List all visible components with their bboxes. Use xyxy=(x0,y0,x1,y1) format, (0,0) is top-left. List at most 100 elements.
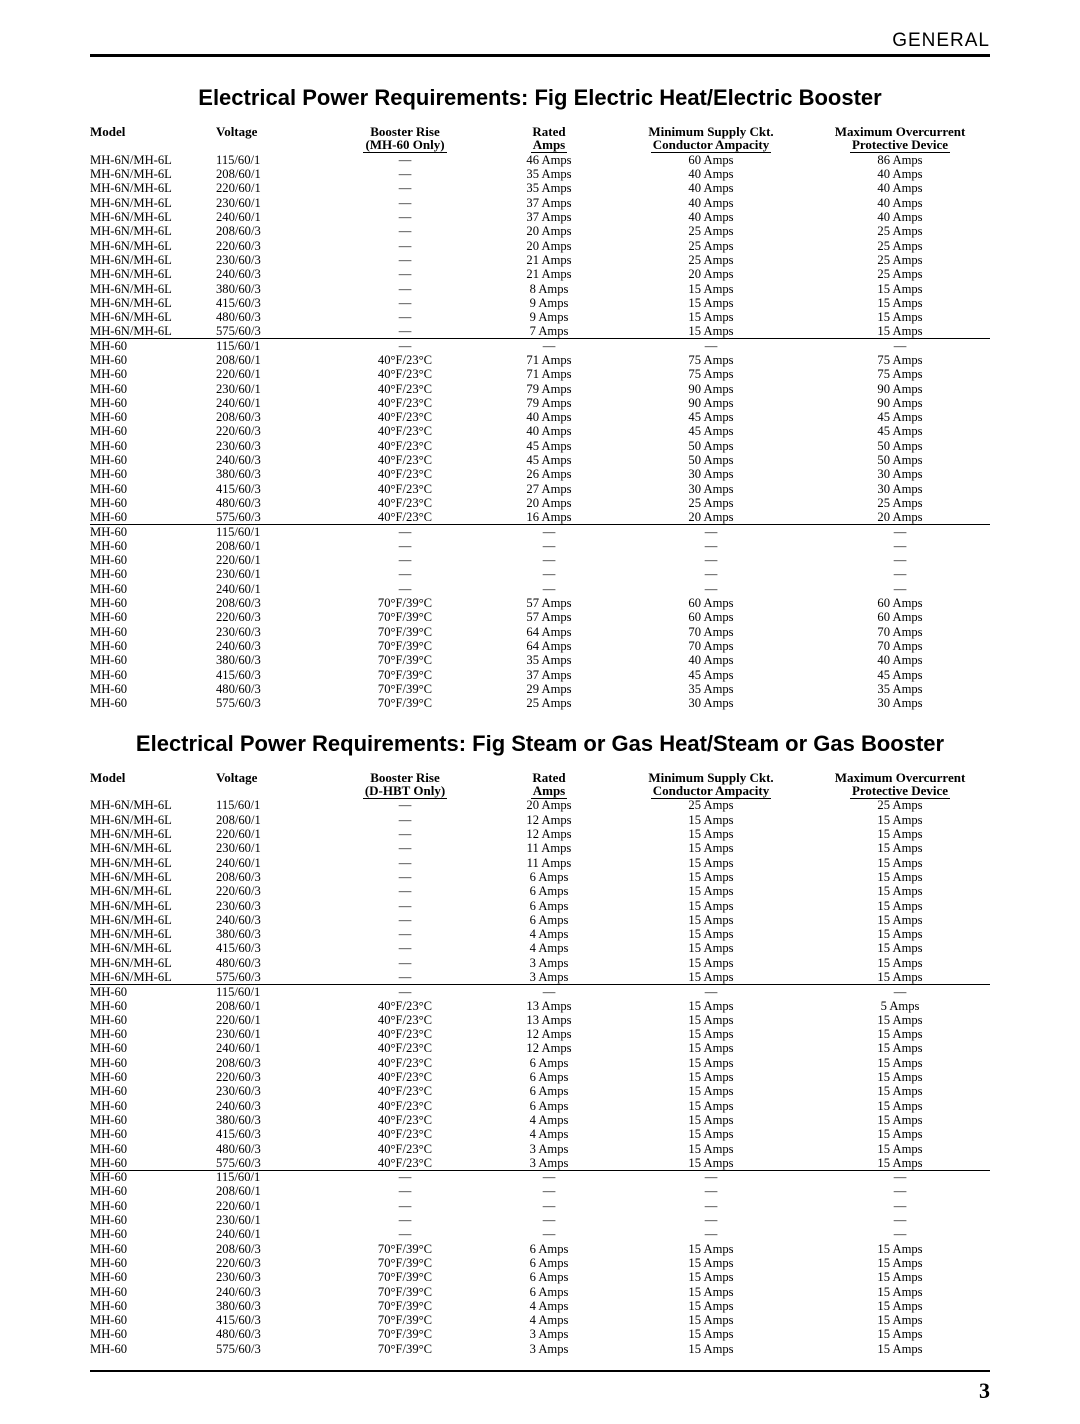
table-row: MH-6N/MH-6L240/60/3—6 Amps15 Amps15 Amps xyxy=(90,913,990,927)
table-row: MH-60415/60/370°F/39°C4 Amps15 Amps15 Am… xyxy=(90,1313,990,1327)
page-number: 3 xyxy=(979,1378,990,1403)
table-row: MH-6N/MH-6L208/60/1—35 Amps40 Amps40 Amp… xyxy=(90,167,990,181)
table-row: MH-6N/MH-6L380/60/3—4 Amps15 Amps15 Amps xyxy=(90,927,990,941)
table-row: MH-6N/MH-6L240/60/1—11 Amps15 Amps15 Amp… xyxy=(90,856,990,870)
table-row: MH-60380/60/370°F/39°C4 Amps15 Amps15 Am… xyxy=(90,1299,990,1313)
table-row: MH-60240/60/340°F/23°C45 Amps50 Amps50 A… xyxy=(90,453,990,467)
table-row: MH-6N/MH-6L240/60/1—37 Amps40 Amps40 Amp… xyxy=(90,210,990,224)
table-row: MH-60230/60/140°F/23°C79 Amps90 Amps90 A… xyxy=(90,382,990,396)
table-row: MH-60208/60/140°F/23°C71 Amps75 Amps75 A… xyxy=(90,353,990,367)
header-section-label: GENERAL xyxy=(892,30,990,51)
table-row: MH-60220/60/1———— xyxy=(90,1199,990,1213)
table-row: MH-6N/MH-6L575/60/3—3 Amps15 Amps15 Amps xyxy=(90,970,990,984)
table-row: MH-60230/60/1———— xyxy=(90,1213,990,1227)
table2: Model Voltage Booster Rise Rated Minimum… xyxy=(90,771,990,1357)
table-row: MH-60575/60/370°F/39°C25 Amps30 Amps30 A… xyxy=(90,696,990,710)
table-row: MH-60208/60/340°F/23°C40 Amps45 Amps45 A… xyxy=(90,410,990,424)
table-row: MH-6N/MH-6L220/60/3—6 Amps15 Amps15 Amps xyxy=(90,884,990,898)
table-row: MH-60380/60/370°F/39°C35 Amps40 Amps40 A… xyxy=(90,653,990,667)
table-row: MH-60208/60/140°F/23°C13 Amps15 Amps5 Am… xyxy=(90,999,990,1013)
table-row: MH-60230/60/370°F/39°C6 Amps15 Amps15 Am… xyxy=(90,1270,990,1284)
th-booster-sub: (D-HBT Only) xyxy=(324,784,486,799)
th-voltage: Voltage xyxy=(216,125,324,138)
table-row: MH-60380/60/340°F/23°C4 Amps15 Amps15 Am… xyxy=(90,1113,990,1127)
table-row: MH-60480/60/370°F/39°C3 Amps15 Amps15 Am… xyxy=(90,1328,990,1342)
table-row: MH-60240/60/370°F/39°C64 Amps70 Amps70 A… xyxy=(90,639,990,653)
table-row: MH-60240/60/1———— xyxy=(90,582,990,596)
table-row: MH-60208/60/370°F/39°C6 Amps15 Amps15 Am… xyxy=(90,1242,990,1256)
table-row: MH-6N/MH-6L115/60/1—46 Amps60 Amps86 Amp… xyxy=(90,153,990,167)
table-row: MH-60208/60/1———— xyxy=(90,539,990,553)
table-row: MH-60220/60/370°F/39°C57 Amps60 Amps60 A… xyxy=(90,611,990,625)
th-min-sub: Conductor Ampacity xyxy=(612,138,810,153)
table-row: MH-60575/60/370°F/39°C3 Amps15 Amps15 Am… xyxy=(90,1342,990,1356)
table-row: MH-6N/MH-6L208/60/1—12 Amps15 Amps15 Amp… xyxy=(90,813,990,827)
table-row: MH-6N/MH-6L208/60/3—6 Amps15 Amps15 Amps xyxy=(90,870,990,884)
table-row: MH-60230/60/1———— xyxy=(90,568,990,582)
table-row: MH-60115/60/1———— xyxy=(90,1170,990,1184)
table-row: MH-6N/MH-6L380/60/3—8 Amps15 Amps15 Amps xyxy=(90,282,990,296)
table-row: MH-6N/MH-6L230/60/1—37 Amps40 Amps40 Amp… xyxy=(90,196,990,210)
table-row: MH-60240/60/1———— xyxy=(90,1227,990,1241)
th-max-sub: Protective Device xyxy=(810,784,990,799)
table-row: MH-60220/60/140°F/23°C71 Amps75 Amps75 A… xyxy=(90,367,990,381)
table-row: MH-60240/60/140°F/23°C79 Amps90 Amps90 A… xyxy=(90,396,990,410)
table-row: MH-6N/MH-6L230/60/3—6 Amps15 Amps15 Amps xyxy=(90,899,990,913)
table-row: MH-6N/MH-6L220/60/1—12 Amps15 Amps15 Amp… xyxy=(90,827,990,841)
table-row: MH-60480/60/370°F/39°C29 Amps35 Amps35 A… xyxy=(90,682,990,696)
table2-title: Electrical Power Requirements: Fig Steam… xyxy=(90,731,990,757)
table1-title: Electrical Power Requirements: Fig Elect… xyxy=(90,85,990,111)
table-row: MH-60480/60/340°F/23°C20 Amps25 Amps25 A… xyxy=(90,496,990,510)
table-row: MH-60208/60/370°F/39°C57 Amps60 Amps60 A… xyxy=(90,596,990,610)
table-row: MH-60208/60/1———— xyxy=(90,1185,990,1199)
table-row: MH-6N/MH-6L415/60/3—4 Amps15 Amps15 Amps xyxy=(90,942,990,956)
table-row: MH-60415/60/340°F/23°C4 Amps15 Amps15 Am… xyxy=(90,1127,990,1141)
table-row: MH-60380/60/340°F/23°C26 Amps30 Amps30 A… xyxy=(90,468,990,482)
table-row: MH-6N/MH-6L220/60/3—20 Amps25 Amps25 Amp… xyxy=(90,239,990,253)
table-row: MH-6N/MH-6L208/60/3—20 Amps25 Amps25 Amp… xyxy=(90,224,990,238)
table-row: MH-60240/60/370°F/39°C6 Amps15 Amps15 Am… xyxy=(90,1285,990,1299)
table-row: MH-60415/60/370°F/39°C37 Amps45 Amps45 A… xyxy=(90,668,990,682)
table-row: MH-60575/60/340°F/23°C16 Amps20 Amps20 A… xyxy=(90,510,990,524)
table-row: MH-60208/60/340°F/23°C6 Amps15 Amps15 Am… xyxy=(90,1056,990,1070)
th-booster-sub: (MH-60 Only) xyxy=(324,138,486,153)
th-model: Model xyxy=(90,771,216,784)
table-row: MH-60230/60/370°F/39°C64 Amps70 Amps70 A… xyxy=(90,625,990,639)
table-row: MH-60230/60/140°F/23°C12 Amps15 Amps15 A… xyxy=(90,1027,990,1041)
table-row: MH-60230/60/340°F/23°C6 Amps15 Amps15 Am… xyxy=(90,1085,990,1099)
page-header: GENERAL xyxy=(90,30,990,57)
table1: Model Voltage Booster Rise Rated Minimum… xyxy=(90,125,990,711)
table-row: MH-6N/MH-6L220/60/1—35 Amps40 Amps40 Amp… xyxy=(90,182,990,196)
table-row: MH-60220/60/340°F/23°C40 Amps45 Amps45 A… xyxy=(90,425,990,439)
table-row: MH-60575/60/340°F/23°C3 Amps15 Amps15 Am… xyxy=(90,1156,990,1170)
table-row: MH-6N/MH-6L230/60/3—21 Amps25 Amps25 Amp… xyxy=(90,253,990,267)
table-row: MH-6N/MH-6L480/60/3—9 Amps15 Amps15 Amps xyxy=(90,310,990,324)
table-row: MH-60230/60/340°F/23°C45 Amps50 Amps50 A… xyxy=(90,439,990,453)
table-row: MH-60480/60/340°F/23°C3 Amps15 Amps15 Am… xyxy=(90,1142,990,1156)
table-row: MH-60220/60/370°F/39°C6 Amps15 Amps15 Am… xyxy=(90,1256,990,1270)
th-rated-sub: Amps xyxy=(486,138,612,153)
page-footer: 3 xyxy=(90,1370,990,1404)
th-max: Maximum Overcurrent xyxy=(810,771,990,784)
table-row: MH-6N/MH-6L230/60/1—11 Amps15 Amps15 Amp… xyxy=(90,841,990,855)
th-min: Minimum Supply Ckt. xyxy=(612,771,810,784)
th-rated-sub: Amps xyxy=(486,784,612,799)
table-row: MH-60115/60/1———— xyxy=(90,339,990,353)
table-row: MH-60240/60/340°F/23°C6 Amps15 Amps15 Am… xyxy=(90,1099,990,1113)
table-row: MH-60220/60/1———— xyxy=(90,553,990,567)
table-row: MH-60240/60/140°F/23°C12 Amps15 Amps15 A… xyxy=(90,1042,990,1056)
th-rated: Rated xyxy=(486,771,612,784)
table-row: MH-6N/MH-6L575/60/3—7 Amps15 Amps15 Amps xyxy=(90,325,990,339)
table-row: MH-60115/60/1———— xyxy=(90,525,990,539)
table-row: MH-60220/60/140°F/23°C13 Amps15 Amps15 A… xyxy=(90,1013,990,1027)
table-row: MH-6N/MH-6L240/60/3—21 Amps20 Amps25 Amp… xyxy=(90,267,990,281)
table-row: MH-6N/MH-6L115/60/1—20 Amps25 Amps25 Amp… xyxy=(90,799,990,813)
th-max-sub: Protective Device xyxy=(810,138,990,153)
table-row: MH-60415/60/340°F/23°C27 Amps30 Amps30 A… xyxy=(90,482,990,496)
th-model: Model xyxy=(90,125,216,138)
table-row: MH-60115/60/1———— xyxy=(90,984,990,998)
table-row: MH-6N/MH-6L480/60/3—3 Amps15 Amps15 Amps xyxy=(90,956,990,970)
th-booster: Booster Rise xyxy=(324,771,486,784)
th-min-sub: Conductor Ampacity xyxy=(612,784,810,799)
table-row: MH-60220/60/340°F/23°C6 Amps15 Amps15 Am… xyxy=(90,1070,990,1084)
